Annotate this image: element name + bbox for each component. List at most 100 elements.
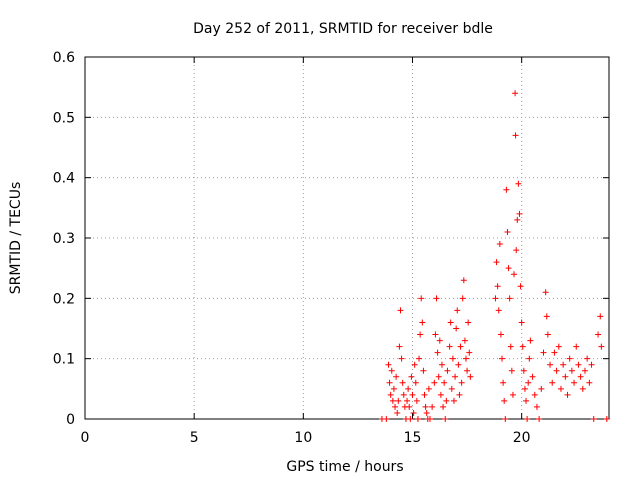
data-point [516, 210, 523, 217]
data-point [437, 391, 444, 398]
data-point [393, 373, 400, 380]
data-point [523, 397, 530, 404]
data-point [515, 180, 522, 187]
data-point [447, 319, 454, 326]
data-point [441, 379, 448, 386]
data-point [588, 361, 595, 368]
data-point [426, 416, 433, 422]
data-point [421, 391, 428, 398]
x-tick-label: 5 [190, 430, 199, 446]
data-point [579, 385, 586, 392]
data-point [568, 367, 575, 374]
data-point [513, 247, 520, 254]
data-point [590, 416, 597, 422]
data-point [448, 385, 455, 392]
data-point [409, 391, 416, 398]
data-point [544, 331, 551, 338]
data-point [461, 337, 468, 344]
data-point [509, 391, 516, 398]
x-axis-label: GPS time / hours [286, 459, 403, 475]
data-point [493, 259, 500, 266]
data-point [397, 307, 404, 314]
data-point [467, 373, 474, 380]
data-point [519, 343, 526, 350]
data-point [542, 289, 549, 296]
y-axis-label: SRMTID / TECUs [8, 182, 24, 295]
data-point [429, 403, 436, 410]
chart-title: Day 252 of 2011, SRMTID for receiver bdl… [193, 21, 493, 37]
data-point [584, 355, 591, 362]
grid-lines [85, 57, 609, 419]
data-point [456, 391, 463, 398]
data-point [496, 241, 503, 248]
data-point [514, 216, 521, 223]
data-point [452, 373, 459, 380]
plot-frame [84, 56, 610, 420]
data-point [405, 385, 412, 392]
data-point [394, 409, 401, 416]
data-point [531, 391, 538, 398]
data-point [575, 361, 582, 368]
data-point [389, 397, 396, 404]
data-point [422, 403, 429, 410]
data-point [457, 343, 464, 350]
x-tick-label: 0 [81, 430, 90, 446]
data-point [581, 367, 588, 374]
data-point [449, 355, 456, 362]
data-point [458, 379, 465, 386]
data-point [505, 265, 512, 272]
data-point [404, 397, 411, 404]
data-point [414, 416, 421, 422]
data-point [501, 397, 508, 404]
data-point [413, 397, 420, 404]
data-point [412, 379, 419, 386]
data-point [407, 416, 414, 422]
data-point [446, 343, 453, 350]
data-point [553, 367, 560, 374]
data-point [395, 397, 402, 404]
data-point [383, 416, 390, 422]
data-point [564, 391, 571, 398]
data-point [527, 337, 534, 344]
data-point [495, 307, 502, 314]
data-point [453, 325, 460, 332]
data-point [433, 295, 440, 302]
data-point [555, 343, 562, 350]
data-point [502, 416, 509, 422]
data-point [438, 361, 445, 368]
data-point [408, 373, 415, 380]
x-tick-label: 15 [404, 430, 422, 446]
data-point [506, 295, 513, 302]
data-point [399, 379, 406, 386]
data-point [385, 361, 392, 368]
data-point [571, 379, 578, 386]
data-point [595, 331, 602, 338]
data-point [603, 416, 610, 422]
data-point [464, 367, 471, 374]
data-point [557, 385, 564, 392]
data-point [419, 319, 426, 326]
data-point [416, 355, 423, 362]
data-point [497, 331, 504, 338]
data-point [390, 385, 397, 392]
data-point [465, 319, 472, 326]
y-tick-label: 0.6 [53, 50, 75, 66]
data-point [504, 228, 511, 235]
data-point [577, 373, 584, 380]
data-point [517, 283, 524, 290]
data-point [508, 367, 515, 374]
data-point [551, 349, 558, 356]
y-tick-label: 0.3 [53, 231, 75, 247]
data-point [462, 355, 469, 362]
data-point [455, 361, 462, 368]
data-point [586, 379, 593, 386]
data-point [444, 367, 451, 374]
data-point [511, 271, 518, 278]
data-point [387, 391, 394, 398]
data-point [440, 403, 447, 410]
data-point [492, 295, 499, 302]
data-point [396, 343, 403, 350]
data-point [503, 186, 510, 193]
data-point [442, 416, 449, 422]
